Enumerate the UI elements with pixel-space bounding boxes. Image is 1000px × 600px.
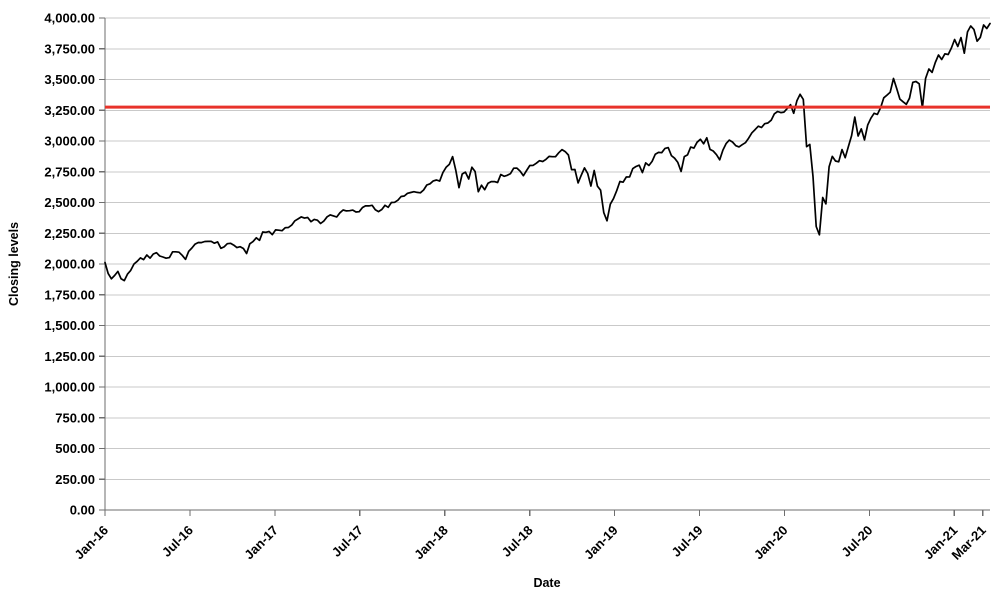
y-tick-label: 750.00: [55, 410, 95, 425]
grid-layer: [105, 17, 990, 480]
y-tick-label: 3,750.00: [44, 41, 95, 56]
x-axis-title: Date: [533, 576, 560, 590]
x-tick-label: Jul-16: [159, 523, 196, 560]
x-tick-label: Jan-20: [751, 523, 791, 563]
y-tick-label: 500.00: [55, 441, 95, 456]
y-tick-label: 1,000.00: [44, 380, 95, 395]
series-layer: [104, 22, 991, 282]
y-tick-label: 1,750.00: [44, 287, 95, 302]
x-tick-label: Jul-18: [499, 523, 536, 560]
x-tick-label: Jan-16: [71, 523, 111, 563]
y-tick-label: 250.00: [55, 472, 95, 487]
x-tick-label: Jul-20: [838, 523, 875, 560]
y-tick-label: 1,250.00: [44, 349, 95, 364]
y-tick-label: 2,000.00: [44, 257, 95, 272]
y-tick-label: 1,500.00: [44, 318, 95, 333]
y-tick-label: 3,000.00: [44, 134, 95, 149]
x-tick-label: Jul-19: [668, 523, 705, 560]
x-tick-label: Jan-18: [411, 523, 451, 563]
x-tick-label: Jul-17: [329, 523, 366, 560]
series-line: [104, 22, 991, 282]
y-tick-label: 2,500.00: [44, 195, 95, 210]
y-tick-label: 3,250.00: [44, 103, 95, 118]
x-tick-label: Jan-19: [581, 523, 621, 563]
y-axis-title: Closing levels: [7, 222, 21, 306]
y-tick-label: 0.00: [70, 503, 95, 518]
x-tick-label: Jan-17: [241, 523, 281, 563]
y-tick-label: 2,250.00: [44, 226, 95, 241]
axis-layer: 0.00 250.00 500.00 750.00 1,000.00 1,250.00 1,…: [44, 11, 990, 563]
y-tick-label: 2,750.00: [44, 164, 95, 179]
y-tick-label: 4,000.00: [44, 11, 95, 26]
y-tick-label: 3,500.00: [44, 72, 95, 87]
